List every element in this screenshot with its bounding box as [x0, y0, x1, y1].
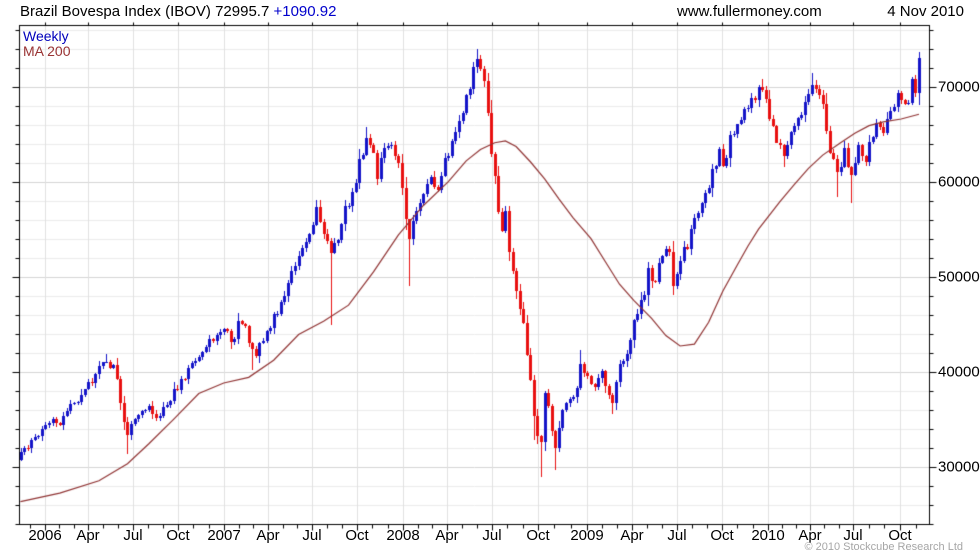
x-axis-label: 2009 — [570, 527, 604, 544]
y-axis-label: 70000 — [938, 78, 980, 96]
chart-date: 4 Nov 2010 — [887, 3, 964, 20]
y-axis-label: 40000 — [938, 363, 980, 381]
x-axis-label: 2010 — [751, 527, 785, 544]
x-axis-label: Oct — [526, 527, 550, 544]
x-axis-label: Jul — [302, 527, 322, 544]
x-axis-label: Jul — [667, 527, 687, 544]
x-axis-label: Oct — [166, 527, 190, 544]
site-watermark: www.fullermoney.com — [677, 3, 822, 20]
chart-change-value: +1090.92 — [273, 3, 337, 20]
x-axis-label: Jul — [482, 527, 502, 544]
legend-ma200-label: MA 200 — [23, 43, 71, 59]
y-axis-label: 30000 — [938, 458, 980, 476]
copyright-text: © 2010 Stockcube Research Ltd — [804, 541, 963, 553]
chart-header: Brazil Bovespa Index (IBOV) 72995.7 +109… — [20, 3, 336, 20]
x-axis-label: Oct — [345, 527, 369, 544]
y-axis-label: 60000 — [938, 173, 980, 191]
x-axis-label: Apr — [256, 527, 280, 544]
x-axis-label: Apr — [798, 527, 822, 544]
x-axis-label: 2007 — [207, 527, 241, 544]
x-axis-label: Apr — [620, 527, 644, 544]
x-axis-label: Apr — [435, 527, 459, 544]
chart-title: Brazil Bovespa Index (IBOV) 72995.7 — [20, 3, 270, 20]
x-axis-label: Oct — [888, 527, 912, 544]
x-axis-label: 2008 — [386, 527, 420, 544]
legend-weekly-label: Weekly — [23, 28, 69, 44]
x-axis-label: Jul — [843, 527, 863, 544]
x-axis-label: Apr — [76, 527, 100, 544]
x-axis-label: Oct — [710, 527, 734, 544]
x-axis-label: Jul — [123, 527, 143, 544]
x-axis-label: 2006 — [28, 527, 62, 544]
y-axis-label: 50000 — [938, 268, 980, 286]
